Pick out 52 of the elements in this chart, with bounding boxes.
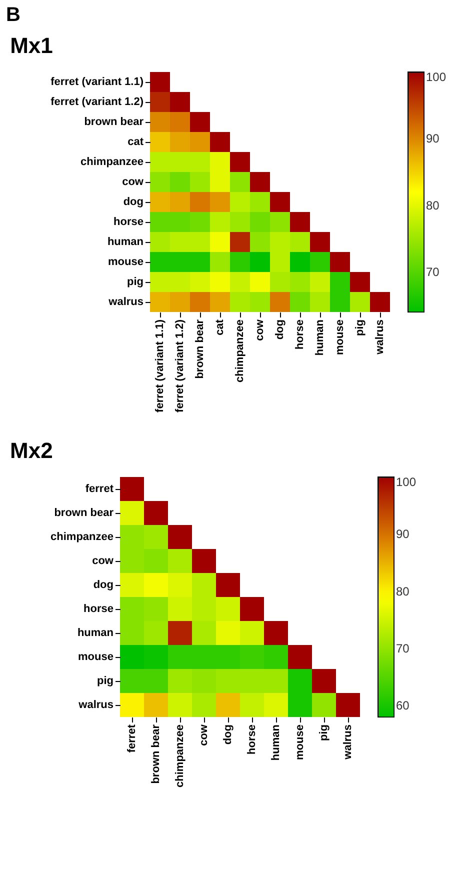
x-tick-label: walrus xyxy=(342,724,354,760)
color-bar-label: 80 xyxy=(426,198,440,212)
x-tick-label: mouse xyxy=(294,724,306,760)
y-tick-label: dog xyxy=(123,196,144,208)
color-bar-label: 90 xyxy=(426,132,440,146)
color-bar-label: 70 xyxy=(396,641,410,656)
color-bar-label: 60 xyxy=(396,698,410,713)
y-tick-label: ferret (variant 1.2) xyxy=(50,96,144,108)
text: B xyxy=(6,4,22,27)
chart-title: Mx2 xyxy=(10,438,53,463)
y-tick-label: walrus xyxy=(78,699,114,711)
x-tick-label: cow xyxy=(198,724,210,746)
y-tick-label: brown bear xyxy=(54,507,114,519)
x-tick-label: brown bear xyxy=(194,318,206,379)
y-tick-label: chimpanzee xyxy=(80,156,144,168)
y-tick-label: dog xyxy=(93,579,114,591)
y-tick-label: pig xyxy=(97,675,114,687)
y-tick-label: cow xyxy=(92,555,114,567)
y-tick-label: mouse xyxy=(108,256,144,268)
y-tick-label: horse xyxy=(84,603,114,615)
x-tick-label: dog xyxy=(222,724,234,745)
color-bar-label: 90 xyxy=(396,527,410,542)
x-tick-label: walrus xyxy=(374,320,386,356)
y-tick-label: cow xyxy=(122,176,144,188)
y-tick-label: cat xyxy=(128,136,144,148)
chart-title: Mx1 xyxy=(10,33,53,58)
x-tick-label: pig xyxy=(318,724,330,741)
color-bar-label: 100 xyxy=(396,475,416,489)
x-tick-label: human xyxy=(314,319,326,356)
x-tick-label: cat xyxy=(214,319,226,336)
y-tick-label: brown bear xyxy=(84,116,144,128)
x-tick-label: horse xyxy=(246,724,258,754)
x-tick-label: cow xyxy=(254,319,266,341)
color-bar-label: 100 xyxy=(426,70,446,84)
x-tick-label: pig xyxy=(354,320,366,336)
y-tick-label: human xyxy=(77,627,114,639)
x-tick-label: chimpanzee xyxy=(234,320,246,382)
y-tick-label: mouse xyxy=(78,651,114,663)
y-tick-label: chimpanzee xyxy=(50,531,114,543)
x-tick-label: mouse xyxy=(334,320,346,355)
color-bar-label: 80 xyxy=(396,584,410,598)
y-tick-label: pig xyxy=(127,276,144,288)
y-tick-label: ferret xyxy=(85,483,114,495)
x-tick-label: chimpanzee xyxy=(174,724,186,788)
y-tick-label: walrus xyxy=(108,296,144,308)
y-tick-label: ferret (variant 1.1) xyxy=(50,76,144,88)
y-tick-label: horse xyxy=(114,216,144,228)
x-tick-label: dog xyxy=(274,320,286,340)
color-bar-label: 70 xyxy=(426,265,440,279)
x-tick-label: human xyxy=(270,724,282,761)
y-tick-label: human xyxy=(107,236,144,248)
x-tick-label: horse xyxy=(294,320,306,350)
